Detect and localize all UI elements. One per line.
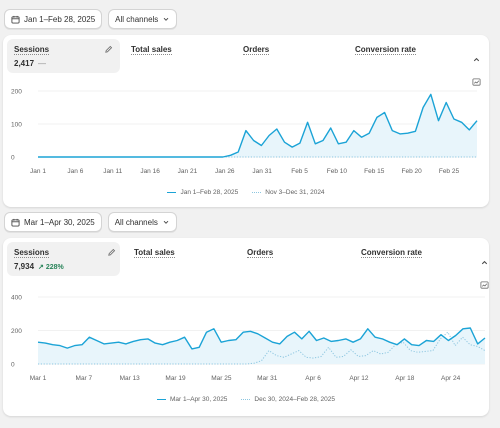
line-chart: 200 100 0 Jan 1 Jan 6 Jan 11 Jan 16 Jan 21 Jan 2… xyxy=(11,89,478,175)
metric-label: Conversion rate xyxy=(361,248,422,258)
sessions-chart-2: 400 200 0 Mar 1 Mar 7 Mar 13 Mar 19 Mar 25 Mar 3… xyxy=(3,238,489,416)
date-range-label: Jan 1–Feb 28, 2025 xyxy=(24,14,96,24)
metric-tile-total-sales[interactable]: Total sales xyxy=(124,39,234,73)
legend-label: Nov 3–Dec 31, 2024 xyxy=(265,189,325,196)
metric-tile-sessions[interactable]: Sessions 2,417 — xyxy=(7,39,120,73)
y-tick-label: 0 xyxy=(11,155,15,162)
pencil-icon[interactable] xyxy=(107,248,116,257)
current-series-line xyxy=(37,327,486,350)
x-tick-label: Apr 18 xyxy=(395,375,415,382)
metric-label: Total sales xyxy=(134,248,175,258)
legend-item-comparison: Nov 3–Dec 31, 2024 xyxy=(252,189,325,196)
x-tick-label: Jan 21 xyxy=(178,168,198,175)
legend-swatch xyxy=(167,192,177,193)
y-tick-label: 200 xyxy=(11,89,22,96)
legend-item-current: Mar 1–Apr 30, 2025 xyxy=(156,396,228,403)
change-indicator: — xyxy=(38,59,47,68)
y-tick-label: 400 xyxy=(11,295,22,302)
y-tick-label: 200 xyxy=(11,328,22,335)
x-tick-label: Mar 19 xyxy=(165,375,186,382)
calendar-icon xyxy=(11,218,20,227)
x-tick-label: Apr 6 xyxy=(305,375,321,382)
x-tick-label: Mar 25 xyxy=(211,375,232,382)
x-tick-label: Apr 24 xyxy=(441,375,461,382)
metric-tile-orders[interactable]: Orders xyxy=(240,242,350,276)
channels-select[interactable]: All channels xyxy=(108,9,178,29)
date-range-button[interactable]: Mar 1–Apr 30, 2025 xyxy=(4,212,102,232)
sessions-value: 7,934 xyxy=(14,262,35,271)
date-range-label: Mar 1–Apr 30, 2025 xyxy=(24,217,95,227)
x-tick-label: Jan 11 xyxy=(103,168,122,175)
metric-label: Conversion rate xyxy=(355,45,416,55)
x-tick-label: Jan 31 xyxy=(252,168,272,175)
series-area xyxy=(38,94,477,157)
chart-legend: Mar 1–Apr 30, 2025 Dec 30, 2024–Feb 28, … xyxy=(3,396,489,403)
chevron-up-icon[interactable] xyxy=(472,55,481,64)
x-tick-label: Mar 7 xyxy=(76,375,93,382)
metric-tile-total-sales[interactable]: Total sales xyxy=(127,242,237,276)
metric-tile-conversion-rate[interactable]: Conversion rate xyxy=(354,242,474,276)
metric-tile-sessions[interactable]: Sessions 7,934 ↗ 228% xyxy=(7,242,120,276)
x-tick-label: Mar 31 xyxy=(257,375,278,382)
x-tick-label: Jan 6 xyxy=(67,168,83,175)
x-tick-label: Feb 20 xyxy=(401,168,422,175)
metric-label: Total sales xyxy=(131,45,172,55)
sessions-value: 2,417 xyxy=(14,59,35,68)
x-tick-label: Jan 26 xyxy=(215,168,235,175)
metric-tiles: Sessions 7,934 ↗ 228% Total sales Orders… xyxy=(7,242,489,289)
legend-label: Jan 1–Feb 28, 2025 xyxy=(180,189,239,196)
metric-value: 2,417 — xyxy=(14,59,46,68)
metric-label: Orders xyxy=(247,248,274,258)
panel-1-card: Sessions 2,417 — Total sales Orders Conv… xyxy=(3,35,489,207)
x-tick-label: Feb 25 xyxy=(439,168,460,175)
x-tick-label: Jan 1 xyxy=(30,168,46,175)
pencil-icon[interactable] xyxy=(104,45,113,54)
chevron-up-icon[interactable] xyxy=(480,258,489,267)
chart-settings-icon[interactable] xyxy=(472,78,481,87)
metric-value: 7,934 ↗ 228% xyxy=(14,262,64,271)
legend-label: Dec 30, 2024–Feb 28, 2025 xyxy=(254,396,336,403)
legend-swatch xyxy=(156,399,166,400)
metric-tile-orders[interactable]: Orders xyxy=(236,39,346,73)
current-series-line xyxy=(38,93,478,158)
date-range-button[interactable]: Jan 1–Feb 28, 2025 xyxy=(4,9,103,29)
x-tick-label: Mar 13 xyxy=(120,375,141,382)
metric-tile-conversion-rate[interactable]: Conversion rate xyxy=(348,39,468,73)
change-badge: ↗ 228% xyxy=(38,263,64,271)
chart-legend: Jan 1–Feb 28, 2025 Nov 3–Dec 31, 2024 xyxy=(3,189,489,196)
line-chart: 400 200 0 Mar 1 Mar 7 Mar 13 Mar 19 Mar 25 Mar 3… xyxy=(11,295,486,382)
panel-2-card: Sessions 7,934 ↗ 228% Total sales Orders… xyxy=(3,238,489,416)
y-tick-label: 0 xyxy=(11,362,15,369)
x-tick-label: Jan 16 xyxy=(140,168,160,175)
panel-1-toolbar: Jan 1–Feb 28, 2025 All channels xyxy=(4,9,178,29)
legend-item-comparison: Dec 30, 2024–Feb 28, 2025 xyxy=(241,396,335,403)
x-tick-label: Feb 15 xyxy=(364,168,385,175)
x-tick-label: Feb 5 xyxy=(291,168,308,175)
series-area xyxy=(38,328,485,364)
panel-2-toolbar: Mar 1–Apr 30, 2025 All channels xyxy=(4,212,177,232)
y-tick-label: 100 xyxy=(11,122,22,129)
x-tick-label: Apr 12 xyxy=(349,375,369,382)
legend-label: Mar 1–Apr 30, 2025 xyxy=(169,396,228,403)
metric-tiles: Sessions 2,417 — Total sales Orders Conv… xyxy=(7,39,489,86)
channels-select[interactable]: All channels xyxy=(107,212,177,232)
sessions-chart-1: 200 100 0 Jan 1 Jan 6 Jan 11 Jan 16 Jan 21 Jan 2… xyxy=(3,35,489,207)
channels-label: All channels xyxy=(115,14,159,24)
metric-label: Sessions xyxy=(14,45,50,55)
chevron-down-icon xyxy=(163,17,169,21)
chart-settings-icon[interactable] xyxy=(480,281,489,290)
calendar-icon xyxy=(11,15,20,24)
x-tick-label: Mar 1 xyxy=(30,375,47,382)
x-tick-label: Feb 10 xyxy=(327,168,348,175)
metric-label: Orders xyxy=(243,45,270,55)
legend-swatch xyxy=(241,399,251,400)
chevron-down-icon xyxy=(163,220,169,224)
channels-label: All channels xyxy=(114,217,158,227)
metric-label: Sessions xyxy=(14,248,50,258)
legend-swatch xyxy=(252,192,262,193)
legend-item-current: Jan 1–Feb 28, 2025 xyxy=(167,189,238,196)
